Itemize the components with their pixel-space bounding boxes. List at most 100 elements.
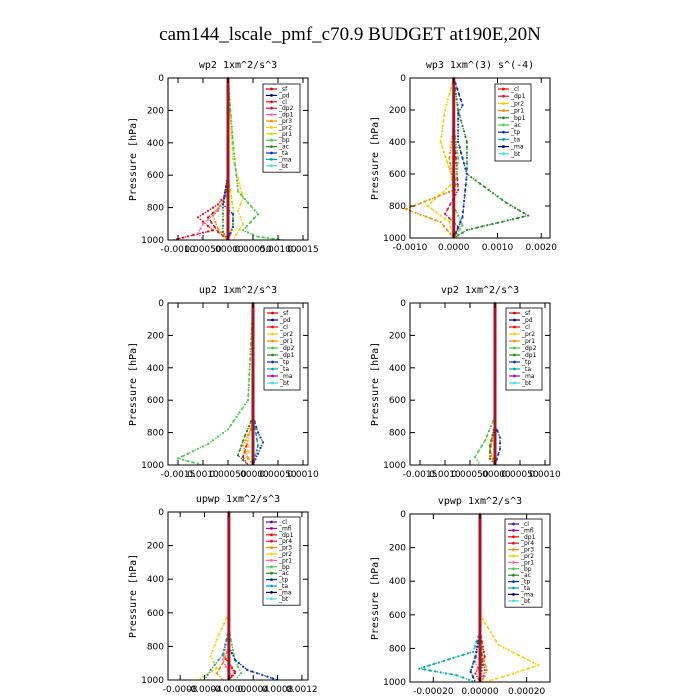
data-point	[220, 627, 223, 631]
data-point	[472, 660, 475, 663]
chart-panel-2: wp3 1xm^(3) s^(-4) Pressure [hPa] 0 200 400 6…	[370, 60, 557, 253]
x-tick-label: -0.0010	[393, 243, 428, 253]
y-tick-label: 600	[389, 611, 406, 621]
panel-title: wp2 1xm^2/s^3	[199, 60, 277, 71]
legend-marker	[271, 360, 274, 364]
legend-marker	[502, 123, 505, 127]
x-tick-label: 0.00100	[259, 245, 296, 255]
data-point	[473, 455, 477, 458]
data-point	[248, 373, 251, 376]
x-tick-label: 0.0012	[286, 685, 318, 695]
data-point	[247, 394, 250, 397]
data-point	[461, 216, 464, 219]
y-tick-label: 1000	[141, 461, 164, 471]
y-tick-label: 800	[389, 429, 406, 439]
data-point	[457, 123, 460, 126]
data-point	[223, 656, 226, 659]
data-point	[457, 140, 460, 144]
legend: _cl_mfl_dp1_pr4_pr3_pr2_pr1_bp_ac_tp_ta_…	[262, 516, 301, 606]
data-point	[441, 145, 444, 149]
data-point	[266, 675, 269, 678]
y-tick-label: 200	[147, 331, 164, 341]
data-point	[527, 214, 530, 217]
plot-frame	[167, 302, 309, 466]
data-point	[457, 655, 460, 658]
y-axis-label: Pressure [hPa]	[370, 556, 381, 640]
legend-marker	[513, 360, 516, 364]
data-point	[233, 152, 236, 155]
data-point	[246, 450, 250, 453]
legend-label: _cl	[510, 86, 519, 93]
legend: _sf_pd_cl_dp2_dp1_pr3_pr2_pr1_bp_ac_ta_m…	[262, 83, 301, 173]
data-point	[456, 103, 459, 106]
x-tick-label: 0.00020	[508, 687, 545, 697]
legend: _sf_pd_cl_pr2_pr1_dp2_dp1_tp_ta_ma_bt	[263, 307, 301, 391]
x-tick-label: 0.0010	[187, 470, 219, 480]
legend-marker	[270, 584, 273, 588]
data-point	[254, 454, 257, 457]
data-point	[243, 197, 246, 201]
legend-marker	[270, 591, 273, 594]
data-point	[457, 214, 460, 217]
data-point	[217, 658, 220, 661]
y-tick-label: 0	[400, 510, 406, 520]
data-point	[240, 194, 243, 197]
y-tick-label: 200	[147, 106, 164, 116]
data-point	[256, 235, 260, 238]
data-point	[215, 667, 218, 670]
data-point	[244, 450, 247, 454]
data-point	[521, 215, 525, 218]
legend-marker	[502, 116, 505, 120]
legend-marker	[513, 325, 516, 329]
data-point	[450, 140, 453, 144]
legend-label: _bp1	[510, 115, 526, 122]
data-point	[206, 673, 209, 677]
data-point	[462, 130, 466, 133]
legend-label: _cl	[278, 99, 287, 106]
data-point	[181, 236, 185, 239]
data-point	[446, 98, 449, 101]
data-point	[447, 658, 450, 661]
legend-marker	[513, 353, 516, 357]
data-point	[488, 457, 492, 460]
legend-label: _pr3	[520, 547, 534, 554]
legend-marker	[270, 94, 273, 97]
data-point	[442, 150, 445, 154]
legend-marker	[271, 339, 274, 343]
data-point	[449, 232, 452, 236]
data-point	[206, 230, 210, 233]
legend-label: _cl	[279, 324, 288, 331]
data-point	[229, 114, 232, 117]
data-point	[498, 447, 502, 450]
legend-label: _ac	[278, 144, 289, 151]
legend-label: _pr2	[278, 124, 292, 131]
data-point	[483, 669, 486, 672]
data-point	[236, 454, 240, 457]
data-point	[241, 407, 244, 410]
chart-panel-5: upwp 1xm^2/s^3 Pressure [hPa] 0 200 400 600 80…	[128, 494, 318, 695]
data-point	[443, 192, 446, 195]
data-point	[439, 671, 442, 674]
legend-label: _pr2	[510, 100, 524, 107]
legend-label: _sf	[521, 310, 531, 317]
data-point	[441, 124, 444, 128]
legend-marker	[502, 152, 505, 156]
legend-label: _dp2	[278, 105, 294, 112]
data-point	[489, 425, 493, 428]
data-point	[449, 226, 452, 229]
data-point	[222, 197, 226, 200]
legend-marker	[270, 138, 273, 142]
data-point	[517, 670, 520, 674]
data-point	[271, 677, 274, 680]
data-point	[259, 436, 262, 439]
data-point	[478, 182, 482, 185]
data-point	[463, 194, 466, 197]
data-point	[511, 218, 514, 221]
legend-marker	[270, 158, 273, 161]
legend-label: _pr1	[521, 338, 535, 345]
data-point	[234, 163, 237, 166]
data-point	[485, 434, 489, 437]
legend-label: _dp1	[278, 112, 294, 119]
legend-marker	[502, 87, 505, 91]
data-point	[464, 167, 467, 170]
